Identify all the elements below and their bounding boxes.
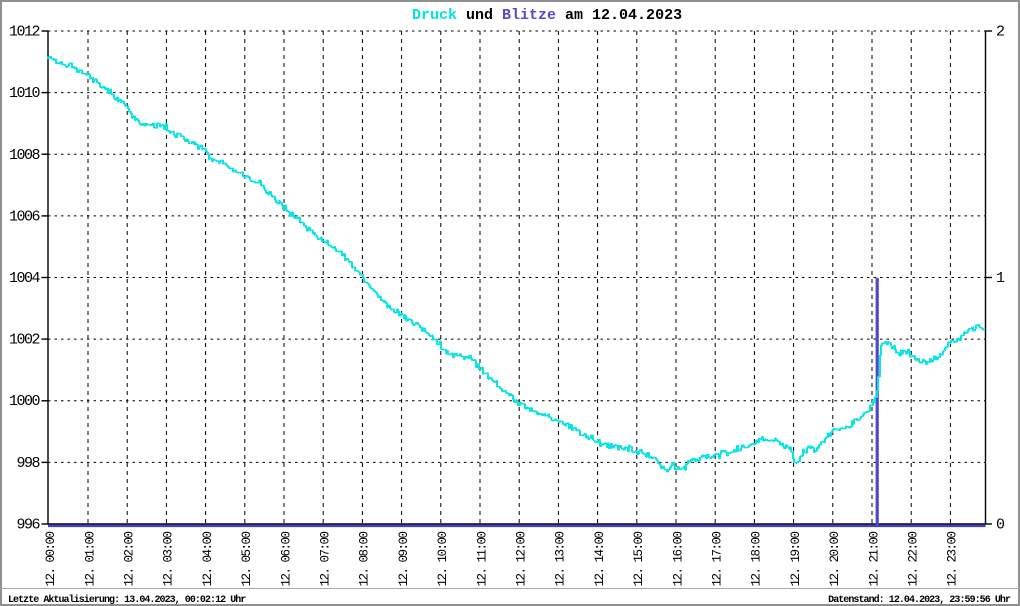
svg-text:12. 00:00: 12. 00:00 — [44, 531, 58, 586]
svg-text:12. 20:00: 12. 20:00 — [828, 531, 842, 586]
svg-text:12. 01:00: 12. 01:00 — [83, 531, 97, 586]
svg-text:1004: 1004 — [9, 270, 41, 287]
svg-text:Druck und Blitze am 12.04.2023: Druck und Blitze am 12.04.2023 — [412, 7, 682, 24]
svg-text:12. 18:00: 12. 18:00 — [750, 531, 764, 586]
svg-text:12. 04:00: 12. 04:00 — [201, 531, 215, 586]
svg-text:12. 17:00: 12. 17:00 — [711, 531, 725, 586]
svg-text:12. 11:00: 12. 11:00 — [475, 531, 489, 586]
svg-text:Datenstand: 12.04.2023, 23:59:: Datenstand: 12.04.2023, 23:59:56 Uhr — [828, 594, 1011, 606]
svg-text:12. 15:00: 12. 15:00 — [632, 531, 646, 586]
svg-text:12. 23:00: 12. 23:00 — [946, 531, 960, 586]
svg-text:12. 09:00: 12. 09:00 — [397, 531, 411, 586]
svg-text:12. 07:00: 12. 07:00 — [319, 531, 333, 586]
svg-text:998: 998 — [16, 455, 40, 472]
svg-text:1012: 1012 — [9, 24, 40, 41]
svg-text:12. 10:00: 12. 10:00 — [436, 531, 450, 586]
svg-text:0: 0 — [996, 517, 1005, 534]
svg-text:12. 13:00: 12. 13:00 — [554, 531, 568, 586]
svg-text:1002: 1002 — [9, 332, 40, 349]
svg-text:Letzte Aktualisierung: 13.04.2: Letzte Aktualisierung: 13.04.2023, 00:02… — [8, 594, 246, 606]
svg-text:12. 03:00: 12. 03:00 — [162, 531, 176, 586]
svg-text:1008: 1008 — [9, 147, 41, 164]
svg-text:12. 02:00: 12. 02:00 — [123, 531, 137, 586]
svg-text:12. 14:00: 12. 14:00 — [593, 531, 607, 586]
svg-text:12. 06:00: 12. 06:00 — [279, 531, 293, 586]
svg-text:12. 05:00: 12. 05:00 — [240, 531, 254, 586]
svg-text:996: 996 — [16, 517, 40, 534]
svg-text:12. 16:00: 12. 16:00 — [671, 531, 685, 586]
svg-text:12. 21:00: 12. 21:00 — [867, 531, 881, 586]
svg-text:2: 2 — [996, 24, 1004, 41]
svg-text:12. 22:00: 12. 22:00 — [907, 531, 921, 586]
svg-text:1010: 1010 — [9, 85, 41, 102]
svg-text:12. 08:00: 12. 08:00 — [358, 531, 372, 586]
svg-text:1000: 1000 — [9, 393, 41, 410]
svg-text:12. 12:00: 12. 12:00 — [515, 531, 529, 586]
svg-text:1006: 1006 — [9, 208, 41, 225]
svg-text:1: 1 — [996, 270, 1005, 287]
svg-text:12. 19:00: 12. 19:00 — [789, 531, 803, 586]
